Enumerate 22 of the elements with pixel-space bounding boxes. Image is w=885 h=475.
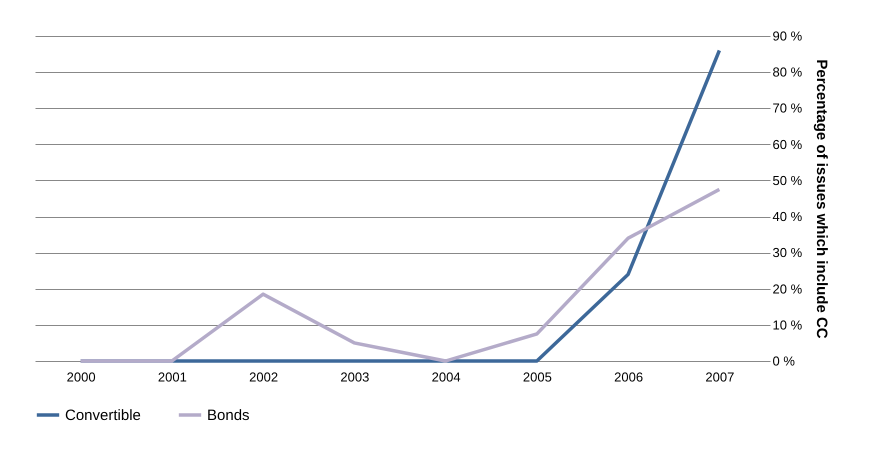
y-tick-label: 90 % bbox=[772, 28, 803, 44]
y-tick-label: 20 % bbox=[772, 281, 803, 296]
x-tick-label: 2002 bbox=[249, 370, 278, 384]
y-tick-label: 80 % bbox=[772, 64, 803, 80]
y-tick-label: 30 % bbox=[772, 245, 803, 260]
x-tick-label: 2007 bbox=[705, 370, 734, 384]
line-series bbox=[78, 188, 722, 363]
y-tick-label: 10 % bbox=[772, 317, 803, 332]
y-tick-label: 50 % bbox=[772, 172, 803, 188]
x-tick-label: 2005 bbox=[522, 370, 552, 384]
y-axis-title: Percentage of issues which include CC bbox=[813, 59, 830, 339]
y-tick-label: 60 % bbox=[772, 136, 803, 152]
x-tick-label: 2001 bbox=[158, 370, 187, 384]
y-tick-label: 70 % bbox=[772, 100, 803, 116]
legend-label: Convertible bbox=[65, 407, 141, 424]
y-tick-label: 40 % bbox=[772, 209, 803, 224]
x-tick-label: 2006 bbox=[614, 370, 644, 384]
y-tick-label: 0 % bbox=[772, 354, 796, 368]
x-tick-label: 2000 bbox=[66, 370, 96, 384]
legend-label: Bonds bbox=[207, 407, 250, 424]
x-tick-label: 2003 bbox=[340, 370, 370, 384]
x-tick-label: 2004 bbox=[432, 370, 461, 384]
